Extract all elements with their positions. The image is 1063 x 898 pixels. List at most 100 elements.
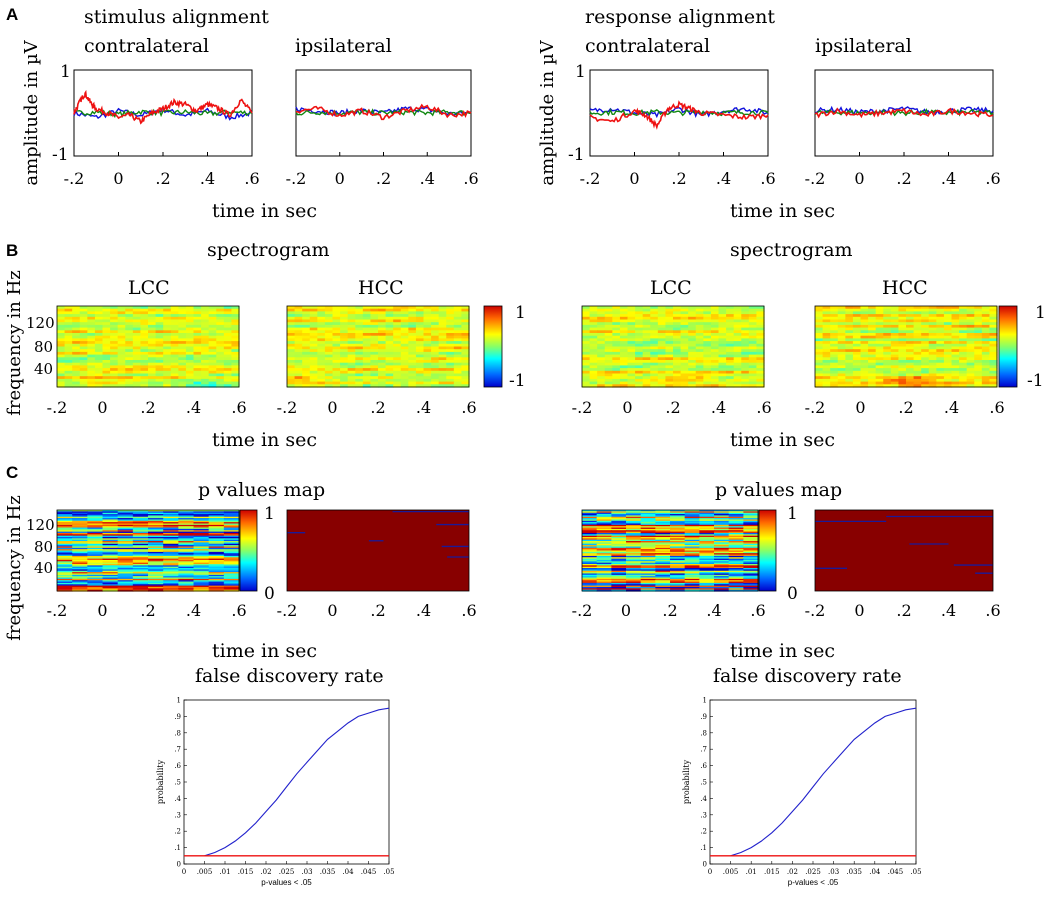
resp-pmap-striped-cell xyxy=(743,532,759,535)
stim-pmap-striped-cell xyxy=(193,551,210,554)
resp-pmap-striped-cell xyxy=(670,564,686,566)
stim-lcc-spectrogram-cell xyxy=(140,343,149,348)
resp-hcc-spectrogram-cell xyxy=(890,316,900,321)
stim-lcc-spectrogram-cell xyxy=(216,319,225,323)
stim-lcc-spectrogram-cell xyxy=(170,308,179,312)
resp-pmap-striped-xtick-label: -.2 xyxy=(572,601,593,620)
resp-lcc-spectrogram-cell xyxy=(612,368,621,372)
resp-pmap-striped-cell xyxy=(684,520,700,523)
resp-hcc-spectrogram-cell xyxy=(875,335,884,339)
stim-hcc-spectrogram-cell xyxy=(423,378,432,383)
resp-pmap-thresholded-background xyxy=(815,510,993,591)
stim-hcc-spectrogram-cell xyxy=(370,308,379,312)
stim-lcc-spectrogram-cell xyxy=(87,349,96,353)
resp-pmap-striped-cell xyxy=(743,549,759,552)
stim-hcc-spectrogram-cell xyxy=(332,349,341,353)
stim-lcc-spectrogram-cell xyxy=(87,311,96,315)
resp-lcc-spectrogram-cell xyxy=(597,330,606,334)
resp-hcc-spectrogram-cell xyxy=(822,362,831,366)
stim-hcc-spectrogram-cell xyxy=(309,333,318,337)
stim-pmap-striped-cell xyxy=(148,570,164,573)
stim-pmap-striped-cell xyxy=(223,526,240,529)
stim-hcc-spectrogram-cell xyxy=(347,335,356,339)
resp-lcc-spectrogram-cell xyxy=(733,338,742,342)
resp-pmap-striped-cell xyxy=(714,559,730,562)
stim-pmap-striped-cell xyxy=(178,584,195,587)
stim-hcc-spectrogram-cell xyxy=(446,351,455,356)
resp-lcc-spectrogram-cell xyxy=(635,314,644,318)
resp-hcc-spectrogram-cell xyxy=(928,368,937,372)
resp-hcc-spectrogram-cell xyxy=(951,335,960,339)
stim-hcc-spectrogram-cell xyxy=(453,381,463,385)
stim-pmap-striped-cell xyxy=(223,527,240,530)
stim-hcc-spectrogram-cell xyxy=(324,365,334,369)
stim-lcc-spectrogram-cell xyxy=(102,319,111,323)
resp-lcc-spectrogram-cell xyxy=(718,306,727,310)
stim-pmap-striped-cell xyxy=(193,528,210,531)
resp-pmap-striped-cell xyxy=(743,519,759,522)
resp-lcc-spectrogram-cell xyxy=(642,381,651,385)
stim-pmap-striped-cell xyxy=(208,588,225,591)
resp-hcc-spectrogram-cell xyxy=(898,333,907,337)
stim-pmap-striped-cell xyxy=(163,514,179,516)
stim-hcc-spectrogram-cell xyxy=(324,360,334,364)
stim-hcc-spectrogram-cell xyxy=(408,351,417,356)
resp-hcc-spectrogram-cell xyxy=(981,370,991,375)
stim-pmap-striped-cell xyxy=(178,516,195,519)
stim-hcc-spectrogram-cell xyxy=(294,378,303,383)
resp-lcc-spectrogram-cell xyxy=(612,365,621,369)
stim-lcc-spectrogram-cell xyxy=(223,373,233,377)
stim-pmap-striped-cell xyxy=(132,565,149,568)
stim-lcc-spectrogram-cell xyxy=(231,381,240,385)
stim-hcc-spectrogram-cell xyxy=(393,314,402,318)
resp-hcc-spectrogram-cell xyxy=(966,346,975,350)
resp-pmap-striped-cell xyxy=(743,510,759,512)
stim-lcc-spectrogram-cell xyxy=(132,351,142,356)
resp-hcc-spectrogram-cell xyxy=(959,349,968,353)
stim-ipsilateral-label: ipsilateral xyxy=(295,35,392,57)
stim-pmap-striped-cell xyxy=(72,566,88,569)
stim-pmap-striped-cell xyxy=(178,510,195,512)
stim-lcc-spectrogram-cell xyxy=(94,357,104,361)
stim-pmap-striped-cell xyxy=(87,557,104,560)
stim-hcc-spectrogram-cell xyxy=(415,341,425,345)
resp-pmap-striped-cell xyxy=(596,528,612,531)
stim-hcc-spectrogram-cell xyxy=(400,376,409,380)
resp-hcc-spectrogram-cell xyxy=(913,378,922,383)
stim-pmap-striped-cell xyxy=(117,516,134,519)
resp-pmap-colorbar xyxy=(758,509,777,592)
resp-hcc-spectrogram-cell xyxy=(959,338,968,342)
resp-lcc-spectrogram-cell xyxy=(673,314,682,318)
stim-pmap-striped-xtick-label: .4 xyxy=(186,601,201,620)
stim-pmap-striped-cell xyxy=(72,573,88,576)
stim-lcc-spectrogram-cell xyxy=(132,349,142,353)
stim-hcc-spectrogram-cell xyxy=(340,319,349,323)
stim-pmap-striped-cell xyxy=(163,532,179,535)
resp-pmap-striped-cell xyxy=(655,515,671,518)
resp-hcc-spectrogram-cell xyxy=(906,330,915,334)
resp-pmap-striped-cell xyxy=(670,545,686,548)
stim-hcc-spectrogram-cell xyxy=(332,384,341,388)
resp-lcc-spectrogram-cell xyxy=(695,346,704,350)
stim-pmap-striped-cell xyxy=(87,539,104,542)
resp-lcc-spectrogram-cell xyxy=(741,314,750,318)
stim-hcc-spectrogram-cell xyxy=(317,308,326,312)
resp-hcc-spectrogram-cell xyxy=(890,357,900,361)
resp-lcc-spectrogram-cell xyxy=(589,378,598,383)
resp-lcc-spectrogram-xtick-label: .6 xyxy=(756,398,771,417)
resp-pmap-striped-cell xyxy=(655,585,671,588)
resp-lcc-spectrogram-cell xyxy=(695,341,704,345)
resp-hcc-spectrogram-cell xyxy=(966,349,975,353)
resp-lcc-spectrogram-cell xyxy=(741,351,750,356)
stim-hcc-spectrogram-cell xyxy=(453,343,463,348)
stim-lcc-spectrogram-cell xyxy=(79,346,88,350)
resp-pmap-striped-cell xyxy=(626,518,642,521)
resp-lcc-spectrogram-cell xyxy=(748,319,758,323)
stim-lcc-spectrogram-cell xyxy=(185,378,195,383)
resp-lcc-spectrogram-cell xyxy=(680,384,689,388)
stim-pmap-striped-cell xyxy=(163,565,179,568)
stim-lcc-spectrogram-cell xyxy=(102,327,111,331)
stim-hcc-spectrogram-cell xyxy=(355,368,364,372)
resp-pmap-striped-cell xyxy=(655,573,671,576)
resp-pmap-striped-cell xyxy=(596,586,612,589)
